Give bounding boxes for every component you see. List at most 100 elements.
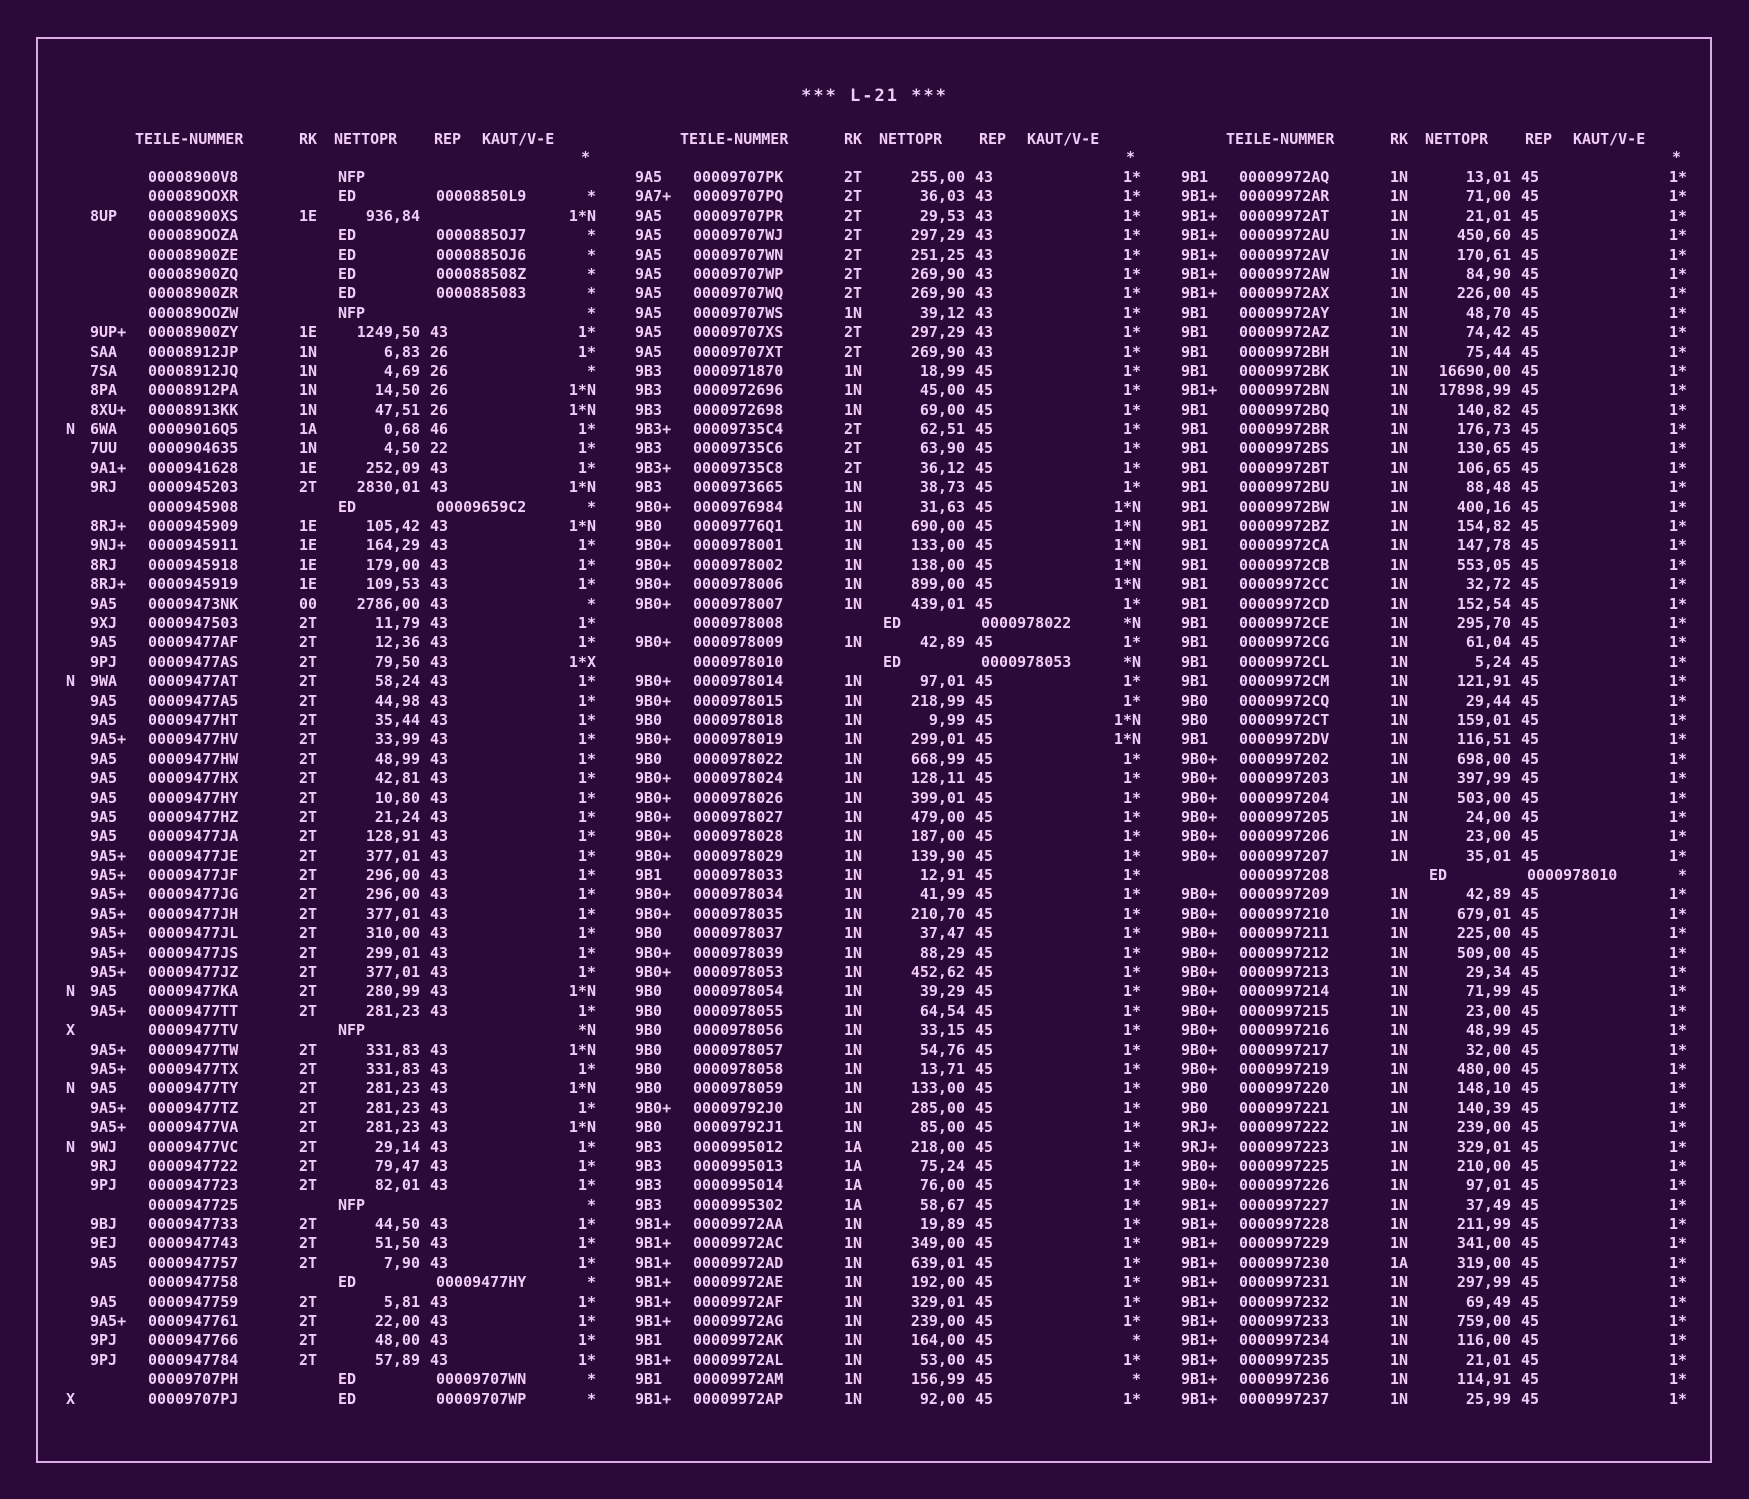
rep-code: 45 — [975, 1292, 994, 1311]
part-number: 0000978029 — [693, 846, 784, 865]
rk-code: 1N — [1390, 1059, 1409, 1078]
rk-code: 1N — [1390, 594, 1409, 613]
rk-code: 1A — [844, 1156, 863, 1175]
marker: 1* — [1668, 1195, 1687, 1214]
rk-code: 2T — [299, 827, 318, 846]
marker: 1* — [1668, 478, 1687, 497]
rk-code: 1A — [844, 1137, 863, 1156]
row-code: 9B0+ — [1181, 963, 1218, 982]
rk-code: 2T — [299, 1215, 318, 1234]
rep-code: 45 — [1521, 420, 1540, 439]
marker: 1*N — [1113, 730, 1141, 749]
row-code: 9NJ+ — [90, 536, 127, 555]
rk-code: 1N — [1390, 807, 1409, 826]
marker: 1* — [1122, 1118, 1141, 1137]
part-number: 0000978007 — [693, 594, 784, 613]
marker: 1* — [1122, 478, 1141, 497]
row-code: 9A5 — [635, 206, 663, 225]
net-price: 92,00 — [919, 1389, 965, 1408]
net-price: 479,00 — [910, 807, 965, 826]
part-number: 00008912JP — [148, 342, 239, 361]
rep-code: 43 — [430, 1137, 449, 1156]
row-code: 9B0+ — [1181, 788, 1218, 807]
rep-code: 45 — [975, 478, 994, 497]
rk-code: 2T — [299, 1312, 318, 1331]
part-number: 0000978002 — [693, 555, 784, 574]
rk-code: 2T — [844, 264, 863, 283]
net-price: ED — [883, 613, 902, 632]
row-code: 9BJ — [90, 1215, 118, 1234]
part-number: 00009972AR — [1239, 187, 1330, 206]
rep-code: 45 — [975, 749, 994, 768]
rk-code: 1N — [844, 497, 863, 516]
rep-code: 43 — [430, 846, 449, 865]
net-price: 69,49 — [1465, 1292, 1511, 1311]
marker: 1* — [1668, 691, 1687, 710]
marker: 1* — [1668, 1156, 1687, 1175]
marker: 1* — [1668, 1137, 1687, 1156]
part-number: 0000997216 — [1239, 1021, 1330, 1040]
part-number: 00009707PK — [693, 168, 784, 186]
row-code: 9PJ — [90, 1350, 118, 1369]
part-number: 00009477KA — [148, 982, 239, 1001]
net-price: 47,51 — [374, 400, 420, 419]
net-price: 2786,00 — [356, 594, 420, 613]
microfiche-frame — [36, 37, 1712, 1463]
row-code: 9B1 — [1181, 342, 1209, 361]
rep-code: 45 — [975, 1059, 994, 1078]
row-code: 9B1+ — [635, 1273, 672, 1292]
part-number: 00009972AF — [693, 1292, 784, 1311]
net-price: 79,50 — [374, 652, 420, 671]
marker: 1* — [1122, 807, 1141, 826]
rep-code: 43 — [430, 633, 449, 652]
row-code: 9A5+ — [90, 1059, 127, 1078]
part-number: 0000947723 — [148, 1176, 239, 1195]
rk-code: 1N — [1390, 303, 1409, 322]
row-code: 9B3 — [635, 381, 663, 400]
rk-code: 1N — [1390, 420, 1409, 439]
part-number: 00009972CC — [1239, 575, 1330, 594]
marker: 1* — [577, 807, 596, 826]
row-code: 9EJ — [90, 1234, 118, 1253]
rk-code: 2T — [299, 613, 318, 632]
replacement-ref: 0000978010 — [1527, 866, 1618, 885]
marker: 1* — [1122, 264, 1141, 283]
row-code: 9B0+ — [635, 846, 672, 865]
rk-code: 1N — [844, 749, 863, 768]
rk-code: 1N — [844, 885, 863, 904]
marker: 1*N — [568, 400, 596, 419]
part-number: 0000947759 — [148, 1292, 239, 1311]
marker: 1*N — [1113, 710, 1141, 729]
part-number: 00009972BS — [1239, 439, 1330, 458]
marker: 1* — [1122, 342, 1141, 361]
marker: 1*N — [1113, 536, 1141, 555]
rk-code: 1N — [1390, 1331, 1409, 1350]
net-price: 281,23 — [365, 1098, 420, 1117]
marker: 1* — [1122, 769, 1141, 788]
net-price: 7,90 — [383, 1253, 420, 1272]
net-price: 116,51 — [1456, 730, 1511, 749]
part-number: 00009972AL — [693, 1350, 784, 1369]
row-code: 9A5+ — [90, 904, 127, 923]
net-price: 48,99 — [374, 749, 420, 768]
part-number: 00009972AC — [693, 1234, 784, 1253]
marker: 1* — [1668, 730, 1687, 749]
rk-code: 1N — [844, 943, 863, 962]
part-number: 00009707WP — [693, 264, 784, 283]
row-code: 9A5+ — [90, 1312, 127, 1331]
rep-code: 43 — [430, 924, 449, 943]
rep-code: 43 — [975, 187, 994, 206]
part-number: 0000978053 — [693, 963, 784, 982]
net-price: 16690,00 — [1438, 361, 1511, 380]
row-code: 9B0+ — [1181, 1176, 1218, 1195]
part-number: 0000971870 — [693, 361, 784, 380]
marker: 1* — [1668, 633, 1687, 652]
part-number: 00009776Q1 — [693, 517, 784, 536]
row-code: 9B1 — [635, 866, 663, 885]
net-price: 41,99 — [919, 885, 965, 904]
rk-code: 1N — [844, 1098, 863, 1117]
part-number: 00009477JF — [148, 866, 239, 885]
net-price: ED — [883, 652, 902, 671]
rk-code: 1N — [844, 1234, 863, 1253]
rep-code: 45 — [975, 963, 994, 982]
